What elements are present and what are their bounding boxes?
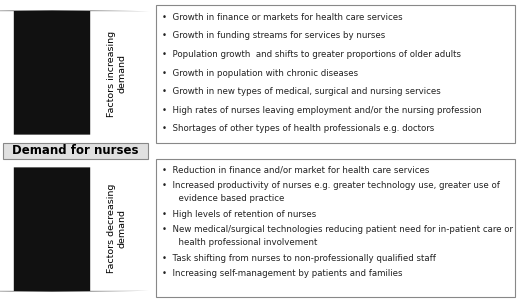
Bar (156, 159, 515, 297)
Text: •  New medical/surgical technologies reducing patient need for in-patient care o: • New medical/surgical technologies redu… (162, 225, 513, 234)
Text: •  Increased productivity of nurses e.g. greater technology use, greater use of: • Increased productivity of nurses e.g. … (162, 181, 500, 190)
Text: •  High rates of nurses leaving employment and/or the nursing profession: • High rates of nurses leaving employmen… (162, 106, 482, 115)
Text: •  Population growth  and shifts to greater proportions of older adults: • Population growth and shifts to greate… (162, 50, 461, 59)
Text: •  Increasing self-management by patients and families: • Increasing self-management by patients… (162, 269, 403, 278)
Text: •  Growth in funding streams for services by nurses: • Growth in funding streams for services… (162, 31, 385, 40)
Text: Factors increasing
demand: Factors increasing demand (107, 31, 127, 117)
Text: health professional involvement: health professional involvement (162, 238, 318, 247)
Text: •  High levels of retention of nurses: • High levels of retention of nurses (162, 210, 317, 219)
Bar (156, 5, 515, 143)
Text: •  Growth in finance or markets for health care services: • Growth in finance or markets for healt… (162, 13, 403, 22)
Text: Demand for nurses: Demand for nurses (12, 144, 139, 158)
Bar (3, 143, 148, 159)
Text: •  Shortages of other types of health professionals e.g. doctors: • Shortages of other types of health pro… (162, 124, 435, 133)
Text: •  Growth in new types of medical, surgical and nursing services: • Growth in new types of medical, surgic… (162, 87, 441, 96)
Text: evidence based practice: evidence based practice (162, 194, 284, 203)
Text: Factors decreasing
demand: Factors decreasing demand (107, 183, 127, 273)
Text: •  Reduction in finance and/or market for health care services: • Reduction in finance and/or market for… (162, 165, 430, 174)
Text: •  Task shifting from nurses to non-professionally qualified staff: • Task shifting from nurses to non-profe… (162, 254, 436, 263)
Text: •  Growth in population with chronic diseases: • Growth in population with chronic dise… (162, 69, 358, 78)
